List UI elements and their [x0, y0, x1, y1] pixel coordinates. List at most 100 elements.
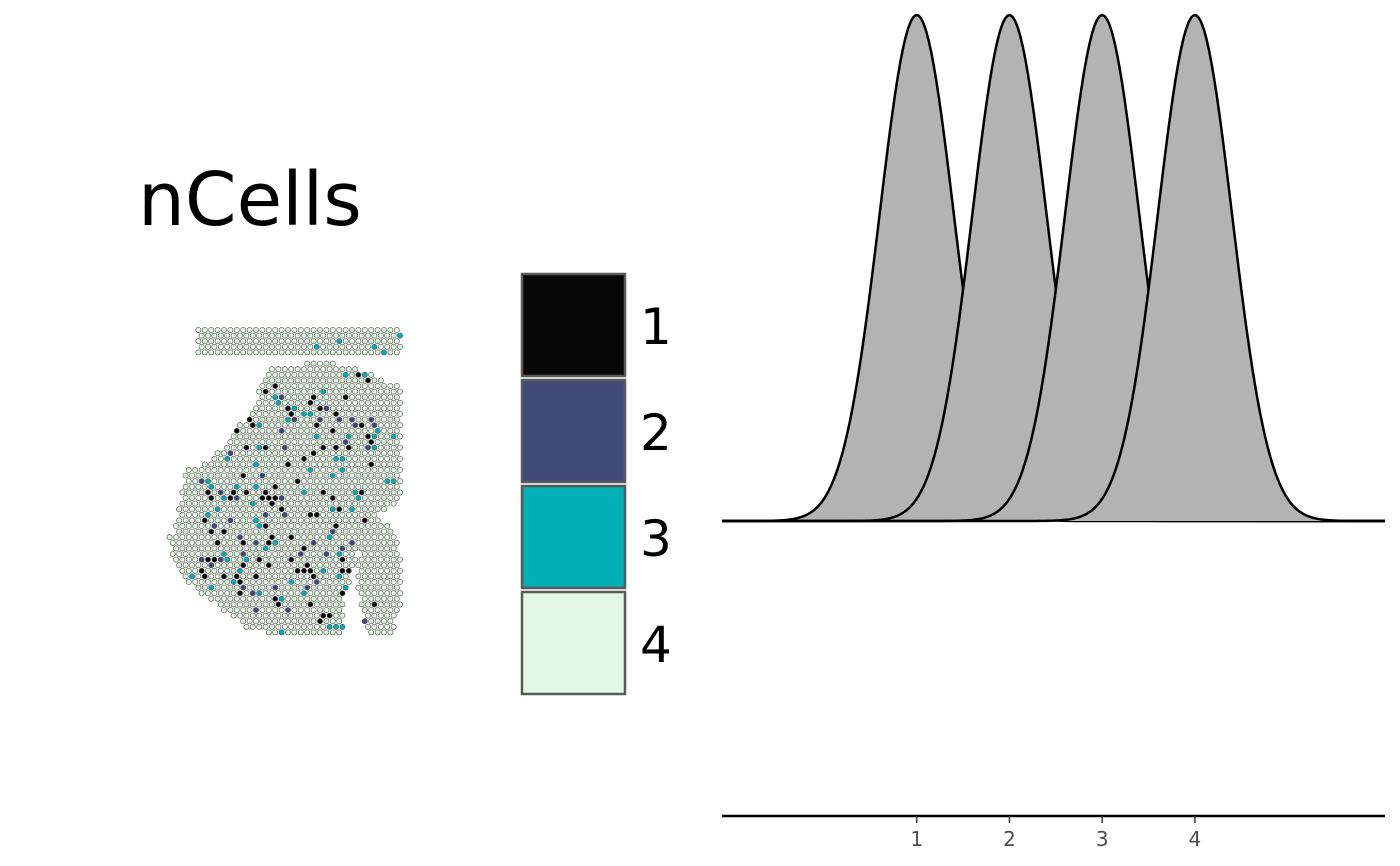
spatial-spot	[374, 562, 381, 569]
spatial-spot	[262, 332, 269, 339]
spatial-spot	[265, 573, 272, 580]
spatial-spot	[253, 506, 259, 513]
spatial-spot	[336, 338, 343, 345]
spatial-spot	[301, 567, 307, 574]
spatial-spot	[246, 517, 253, 524]
spatial-spot	[272, 618, 279, 625]
spatial-spot	[384, 489, 391, 496]
spatial-spot	[381, 450, 387, 457]
spatial-spot	[333, 511, 339, 518]
spatial-spot	[329, 383, 336, 389]
spatial-spot	[339, 545, 346, 552]
spatial-spot	[313, 534, 320, 541]
spatial-spot	[269, 399, 275, 406]
spatial-spot	[195, 584, 202, 591]
spatial-spot	[246, 338, 253, 345]
spatial-spot	[374, 405, 381, 412]
spatial-spot	[323, 595, 330, 602]
spatial-spot	[211, 489, 218, 496]
spatial-spot	[291, 450, 298, 457]
spatial-spot	[393, 383, 400, 389]
spatial-spot	[304, 416, 311, 423]
ridge-fill-1	[722, 15, 1385, 521]
spatial-spot	[237, 545, 243, 552]
spatial-spot	[189, 528, 195, 535]
legend-swatch-1	[520, 272, 627, 378]
spatial-spot	[333, 623, 339, 630]
spatial-spot	[313, 411, 320, 417]
spatial-spot	[336, 584, 343, 591]
spatial-spot	[387, 416, 394, 423]
spatial-spot	[189, 483, 195, 490]
spatial-spot	[217, 467, 224, 473]
spatial-spot	[304, 349, 311, 356]
spatial-spot	[374, 551, 381, 557]
spatial-spot	[374, 338, 381, 345]
spatial-spot	[265, 483, 272, 490]
spatial-spot	[265, 371, 272, 378]
spatial-spot	[320, 579, 327, 585]
spatial-spot	[333, 377, 339, 384]
spatial-spot	[262, 545, 269, 552]
spatial-spot	[297, 338, 304, 345]
spatial-spot	[365, 489, 371, 496]
spatial-spot	[390, 343, 397, 350]
spatial-spot	[371, 534, 378, 541]
spatial-spot	[304, 483, 311, 490]
spatial-spot	[339, 534, 346, 541]
spatial-spot	[294, 590, 301, 597]
spatial-spot	[368, 383, 375, 389]
spatial-spot	[240, 595, 247, 602]
spatial-spot	[345, 455, 352, 462]
spatial-spot	[355, 371, 362, 378]
spatial-spot	[387, 629, 394, 636]
spatial-spot	[304, 573, 311, 580]
spatial-spot	[336, 528, 343, 535]
spatial-spot	[323, 539, 330, 546]
spatial-spot	[352, 444, 359, 451]
spatial-spot	[339, 343, 346, 350]
spatial-spot	[361, 562, 368, 569]
spatial-spot	[323, 450, 330, 457]
spatial-spot	[237, 422, 243, 429]
spatial-spot	[256, 388, 263, 395]
spatial-spot	[307, 511, 314, 518]
spatial-spot	[374, 383, 381, 389]
spatial-spot	[342, 551, 349, 557]
spatial-spot	[349, 349, 355, 356]
spatial-spot	[233, 349, 240, 356]
spatial-spot	[333, 612, 339, 619]
spatial-spot	[214, 461, 221, 468]
spatial-spot	[249, 601, 256, 608]
spatial-spot	[246, 472, 253, 479]
spatial-spot	[256, 332, 263, 339]
spatial-spot	[326, 567, 333, 574]
spatial-spot	[393, 483, 400, 490]
spatial-spot	[217, 455, 224, 462]
spatial-spot	[211, 567, 218, 574]
spatial-spot	[304, 495, 311, 501]
spatial-spot	[374, 595, 381, 602]
spatial-spot	[301, 511, 307, 518]
spatial-spot	[377, 489, 384, 496]
spatial-spot	[390, 601, 397, 608]
spatial-spot	[371, 612, 378, 619]
spatial-spot	[329, 573, 336, 580]
spatial-spot	[281, 377, 288, 384]
spatial-spot	[297, 595, 304, 602]
spatial-spot	[339, 556, 346, 563]
spatial-spot	[397, 444, 403, 451]
spatial-spot	[368, 405, 375, 412]
spatial-spot	[317, 607, 323, 613]
spatial-spot	[227, 595, 234, 602]
spatial-spot	[349, 383, 355, 389]
spatial-spot	[243, 343, 250, 350]
spatial-spot	[339, 478, 346, 485]
spatial-spot	[278, 439, 285, 445]
spatial-spot	[317, 629, 323, 636]
spatial-spot	[278, 416, 285, 423]
spatial-spot	[393, 562, 400, 569]
spatial-spot	[307, 623, 314, 630]
spatial-spot	[326, 343, 333, 350]
